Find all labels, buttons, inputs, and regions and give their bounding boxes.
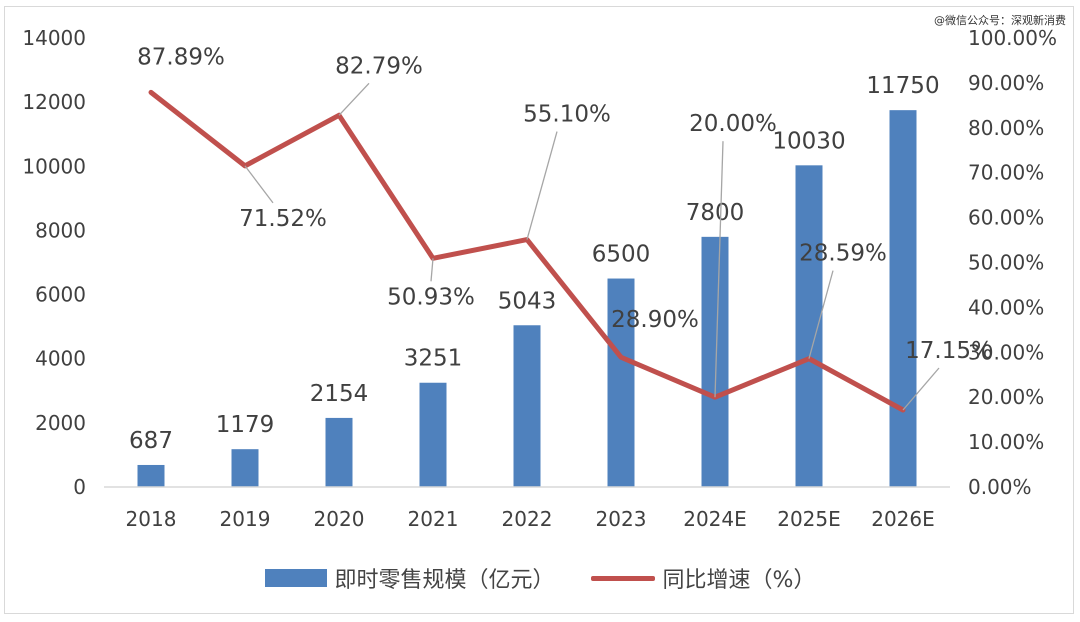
line-label-leader [808,270,834,359]
left-axis: 0 2000 4000 6000 8000 10000 12000 14000 [22,26,86,499]
left-tick-label: 4000 [35,347,86,371]
bar [701,236,729,487]
left-tick-label: 10000 [22,154,86,178]
left-tick-label: 12000 [22,90,86,114]
right-tick-label: 90.00% [968,71,1044,95]
left-tick-label: 2000 [35,411,86,435]
line-label-leader [430,258,434,282]
right-tick-label: 40.00% [968,295,1044,319]
left-tick-label: 8000 [35,218,86,242]
right-tick-label: 50.00% [968,251,1044,275]
bar [137,464,165,487]
x-tick-label: 2024E [683,507,747,531]
legend-item-line: 同比增速（%） [590,562,816,594]
right-axis: 0.00% 10.00% 20.00% 30.00% 40.00% 50.00% 60.00… [968,26,1057,499]
bar-data-label: 5043 [498,288,557,314]
line-label-leader [244,165,274,204]
x-tick-label: 2025E [777,507,841,531]
left-tick-label: 0 [73,475,86,499]
bar-data-label: 11750 [866,73,939,99]
bar [325,417,353,487]
x-tick-label: 2021 [408,507,459,531]
line-label-leader [902,367,940,411]
legend-item-bar: 即时零售规模（亿元） [264,562,555,594]
bar-data-label: 10030 [772,128,845,154]
line-data-label: 71.52% [239,206,327,232]
x-tick-label: 2019 [220,507,271,531]
line-label-leader [714,141,724,398]
line-data-label: 82.79% [335,53,423,79]
x-tick-label: 2020 [314,507,365,531]
line-data-label: 28.90% [611,307,699,333]
x-tick-label: 2023 [596,507,647,531]
bar-data-label: 2154 [310,381,369,407]
legend-bar-label: 即时零售规模（亿元） [334,568,555,593]
line-data-labels: 87.89% 71.52% 82.79% 50.93% 55.10% 28.90% 20.0… [137,44,993,364]
line-data-label: 55.10% [523,102,611,128]
right-tick-label: 60.00% [968,206,1044,230]
right-tick-label: 100.00% [968,26,1057,50]
bar-data-label: 687 [129,428,173,454]
bar [231,449,259,487]
legend-line-swatch [590,575,655,581]
legend: 即时零售规模（亿元） 同比增速（%） [0,562,1080,594]
line-data-label: 17.15% [905,338,993,364]
x-tick-label: 2022 [502,507,553,531]
bar-series [137,110,917,488]
line-data-label: 50.93% [387,284,475,310]
right-tick-label: 10.00% [968,430,1044,454]
chart-plot: 0 2000 4000 6000 8000 10000 12000 14000 0.00% 10… [22,26,1057,531]
line-label-leader [338,82,370,116]
right-tick-label: 70.00% [968,161,1044,185]
watermark: @微信公众号：深观新消费 [934,14,1066,27]
x-tick-label: 2026E [871,507,935,531]
bar [419,382,447,487]
right-tick-label: 20.00% [968,385,1044,409]
line-data-label: 28.59% [799,241,887,267]
legend-line-label: 同比增速（%） [662,568,816,593]
x-tick-label: 2018 [126,507,177,531]
line-data-label: 20.00% [689,111,777,137]
x-axis: 2018 2019 2020 2021 2022 2023 2024E 2025E 2026E [104,486,950,531]
bar [607,278,635,487]
left-tick-label: 6000 [35,283,86,307]
right-tick-label: 80.00% [968,116,1044,140]
right-tick-label: 0.00% [968,475,1032,499]
chart-frame [4,6,1074,614]
bar [889,110,917,488]
bar [513,325,541,487]
bar-data-label: 7800 [686,200,745,226]
legend-bar-swatch [264,569,327,587]
line-label-leaders [244,82,940,411]
line-label-leader [526,131,558,240]
bar-data-label: 6500 [592,242,651,268]
line-data-label: 87.89% [137,44,225,70]
left-tick-label: 14000 [22,26,86,50]
right-tick-label: 30.00% [968,340,1044,364]
bar-data-labels: 687 1179 2154 3251 5043 6500 7800 10030 11750 [129,73,940,454]
bar-data-label: 1179 [216,412,275,438]
bar-data-label: 3251 [404,346,463,372]
